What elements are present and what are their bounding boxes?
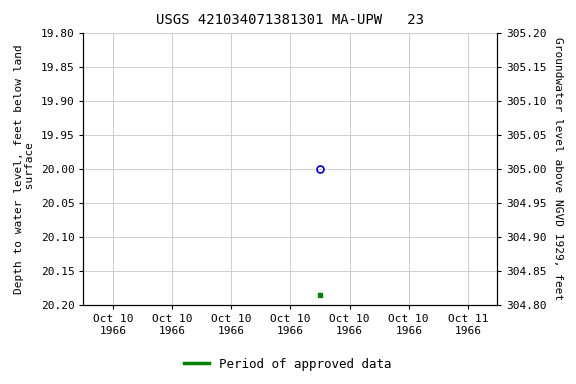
Title: USGS 421034071381301 MA-UPW   23: USGS 421034071381301 MA-UPW 23 — [157, 13, 425, 28]
Legend: Period of approved data: Period of approved data — [179, 353, 397, 376]
Y-axis label: Groundwater level above NGVD 1929, feet: Groundwater level above NGVD 1929, feet — [552, 38, 563, 301]
Y-axis label: Depth to water level, feet below land
 surface: Depth to water level, feet below land su… — [13, 44, 35, 294]
